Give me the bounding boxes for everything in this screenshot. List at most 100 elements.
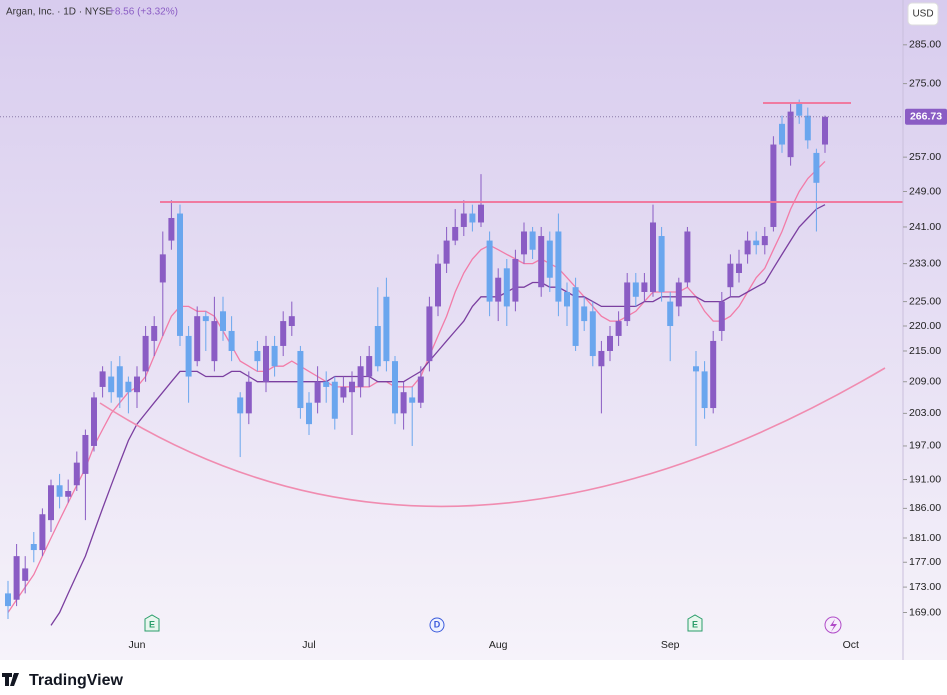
y-tick-label: 203.00 bbox=[909, 407, 941, 419]
event-label: E bbox=[692, 619, 698, 629]
candle-body bbox=[503, 268, 510, 307]
candle-body bbox=[5, 593, 11, 607]
candle-body bbox=[572, 287, 579, 346]
y-tick-label: 197.00 bbox=[909, 440, 941, 452]
x-tick-label: Jun bbox=[129, 639, 146, 651]
candle-body bbox=[202, 316, 209, 322]
y-tick-label: 285.00 bbox=[909, 39, 941, 51]
candle-body bbox=[598, 350, 605, 367]
background bbox=[0, 0, 947, 660]
candle-body bbox=[340, 386, 347, 398]
header-title: Argan, Inc. · 1D · NYSE bbox=[6, 7, 112, 18]
currency-button[interactable] bbox=[907, 2, 939, 26]
candle-body bbox=[142, 335, 149, 372]
candle-body bbox=[417, 376, 424, 403]
y-tick-label: 191.00 bbox=[909, 473, 941, 485]
currency-label: USD bbox=[912, 9, 933, 20]
candle-body bbox=[521, 231, 527, 255]
candle-body bbox=[675, 282, 682, 307]
candle-body bbox=[727, 263, 734, 288]
candle-body bbox=[813, 152, 820, 183]
candle-body bbox=[13, 556, 20, 600]
cup-curve bbox=[99, 367, 886, 508]
y-tick-label: 233.00 bbox=[909, 257, 941, 269]
candle-body bbox=[744, 240, 751, 255]
candle-body bbox=[211, 321, 218, 362]
candle-body bbox=[125, 381, 132, 393]
candle-body bbox=[159, 254, 166, 283]
candle-body bbox=[460, 213, 467, 227]
candle-body bbox=[56, 485, 63, 497]
candle-body bbox=[254, 350, 261, 362]
y-tick-label: 209.00 bbox=[909, 376, 941, 388]
candle-body bbox=[478, 204, 484, 223]
candle-body bbox=[546, 240, 553, 278]
candle-body bbox=[753, 240, 760, 246]
candle-body bbox=[108, 376, 115, 393]
candle-body bbox=[331, 381, 338, 419]
candle-body bbox=[271, 345, 278, 367]
candle-body bbox=[641, 282, 648, 292]
candle-body bbox=[684, 231, 691, 283]
candle-body bbox=[443, 240, 450, 264]
split-icon[interactable] bbox=[824, 616, 842, 634]
candle-body bbox=[323, 381, 330, 387]
candle-body bbox=[245, 381, 252, 414]
moving-average bbox=[7, 160, 826, 613]
candle-body bbox=[701, 371, 708, 409]
y-tick-label: 173.00 bbox=[909, 581, 941, 593]
candle-body bbox=[589, 311, 596, 357]
y-tick-label: 186.00 bbox=[909, 502, 941, 514]
candle-body bbox=[228, 330, 235, 351]
candle-body bbox=[581, 306, 588, 322]
candle-body bbox=[306, 402, 312, 425]
candle-body bbox=[288, 316, 295, 327]
candle-body bbox=[374, 326, 381, 367]
moving-average bbox=[50, 204, 826, 626]
candle-body bbox=[452, 226, 459, 241]
event-label: E bbox=[149, 619, 155, 629]
candle-body bbox=[220, 311, 226, 331]
candle-body bbox=[804, 115, 811, 141]
event-icon[interactable]: E bbox=[687, 614, 703, 632]
x-tick-label: Jul bbox=[302, 639, 315, 651]
candle-body bbox=[185, 335, 192, 377]
y-tick-label: 249.00 bbox=[909, 185, 941, 197]
candle-body bbox=[822, 116, 828, 145]
y-tick-label: 241.00 bbox=[909, 221, 941, 233]
candle-body bbox=[297, 350, 304, 409]
y-tick-label: 177.00 bbox=[909, 556, 941, 568]
event-icon[interactable]: D bbox=[429, 617, 445, 633]
y-tick-label: 220.00 bbox=[909, 320, 941, 332]
candle-body bbox=[134, 376, 140, 393]
candle-body bbox=[177, 213, 183, 336]
candle-body bbox=[82, 434, 89, 474]
candle-body bbox=[263, 345, 269, 382]
event-icon[interactable]: E bbox=[144, 614, 160, 632]
candle-body bbox=[693, 366, 699, 372]
y-tick-label: 257.00 bbox=[909, 151, 941, 163]
candle-body bbox=[22, 568, 29, 581]
candle-body bbox=[349, 381, 355, 393]
last-price-tag bbox=[905, 108, 947, 125]
candle-body bbox=[48, 485, 54, 521]
x-tick-label: Oct bbox=[843, 639, 859, 651]
candle-body bbox=[99, 371, 106, 387]
candle-body bbox=[512, 258, 519, 302]
candle-body bbox=[555, 231, 562, 302]
candle-body bbox=[194, 316, 201, 362]
candle-body bbox=[116, 366, 123, 398]
event-label: D bbox=[434, 619, 441, 629]
candle-body bbox=[495, 277, 502, 302]
candle-body bbox=[30, 544, 37, 551]
footer bbox=[0, 660, 947, 695]
candle-body bbox=[435, 263, 441, 307]
candle-body bbox=[779, 123, 785, 145]
logo bbox=[2, 673, 19, 686]
candle-body bbox=[168, 217, 175, 241]
candle-body bbox=[280, 321, 287, 346]
y-tick-label: 275.00 bbox=[909, 77, 941, 89]
candle-body bbox=[615, 321, 622, 336]
y-tick-label: 215.00 bbox=[909, 345, 941, 357]
candle-body bbox=[314, 381, 321, 403]
